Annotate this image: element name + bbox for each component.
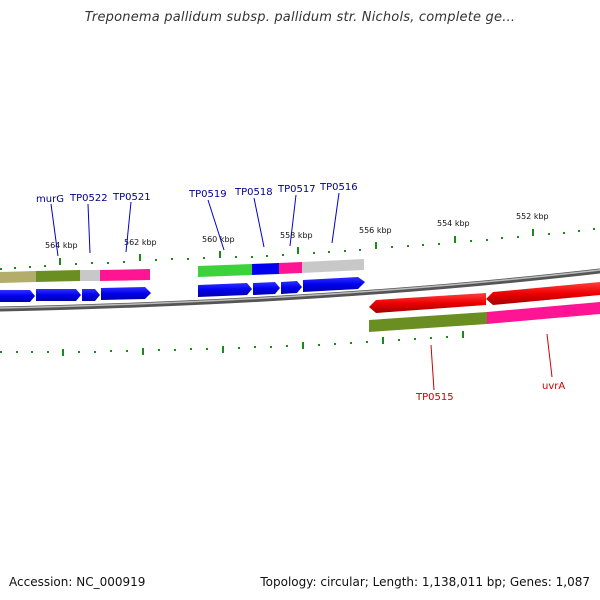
gene-label-tp0521[interactable]: TP0521 [112,192,151,203]
tick-label-564: 564 kbp [45,241,78,250]
cds-arrow[interactable] [36,289,81,301]
feature-segment[interactable] [0,271,36,283]
feature-segment[interactable] [487,302,600,324]
cds-arrow[interactable] [198,283,252,297]
cds-arrow[interactable] [281,281,302,294]
gene-label-uvra[interactable]: uvrA [542,381,565,392]
gene-label-murg[interactable]: murG [36,194,64,205]
cds-arrow[interactable] [253,282,280,295]
gene-label-tp0517[interactable]: TP0517 [277,184,316,195]
lower-label-leaders [430,333,553,391]
reverse-cds-track[interactable] [369,282,600,313]
tick-label-562: 562 kbp [124,238,157,247]
feature-segment[interactable] [369,312,487,332]
tick-label-554: 554 kbp [437,219,470,228]
feature-segment[interactable] [100,269,150,281]
feature-segment[interactable] [198,264,252,277]
cds-arrow[interactable] [101,287,151,300]
genome-backbone [0,268,600,312]
feature-segment[interactable] [80,270,100,281]
tick-label-558: 558 kbp [280,231,313,240]
map-title: Treponema pallidum subsp. pallidum str. … [84,10,516,25]
genome-summary-text: Topology: circular; Length: 1,138,011 bp… [260,575,590,589]
cds-arrow-reverse[interactable] [486,282,600,305]
lower-feature-track[interactable] [369,302,600,332]
feature-segment[interactable] [36,270,80,282]
cds-arrow[interactable] [0,290,35,302]
feature-segment[interactable] [252,263,279,275]
tick-label-552: 552 kbp [516,212,549,221]
tick-label-560: 560 kbp [202,235,235,244]
cds-arrow[interactable] [303,277,365,292]
forward-cds-track[interactable] [0,277,365,302]
upper-tick-ruler [0,228,595,270]
gene-label-tp0516[interactable]: TP0516 [319,182,358,193]
upper-feature-track[interactable] [0,259,364,283]
gene-label-tp0522[interactable]: TP0522 [69,193,108,204]
accession-text: Accession: NC_000919 [9,575,146,589]
gene-label-tp0515[interactable]: TP0515 [415,392,454,403]
feature-segment[interactable] [302,259,364,273]
upper-label-leaders [50,192,340,257]
gene-label-tp0518[interactable]: TP0518 [234,187,273,198]
cds-arrow[interactable] [82,289,100,301]
feature-segment[interactable] [279,262,302,274]
lower-tick-ruler [0,331,464,356]
tick-label-556: 556 kbp [359,226,392,235]
gene-label-tp0519[interactable]: TP0519 [188,189,227,200]
cds-arrow-reverse[interactable] [369,293,486,313]
